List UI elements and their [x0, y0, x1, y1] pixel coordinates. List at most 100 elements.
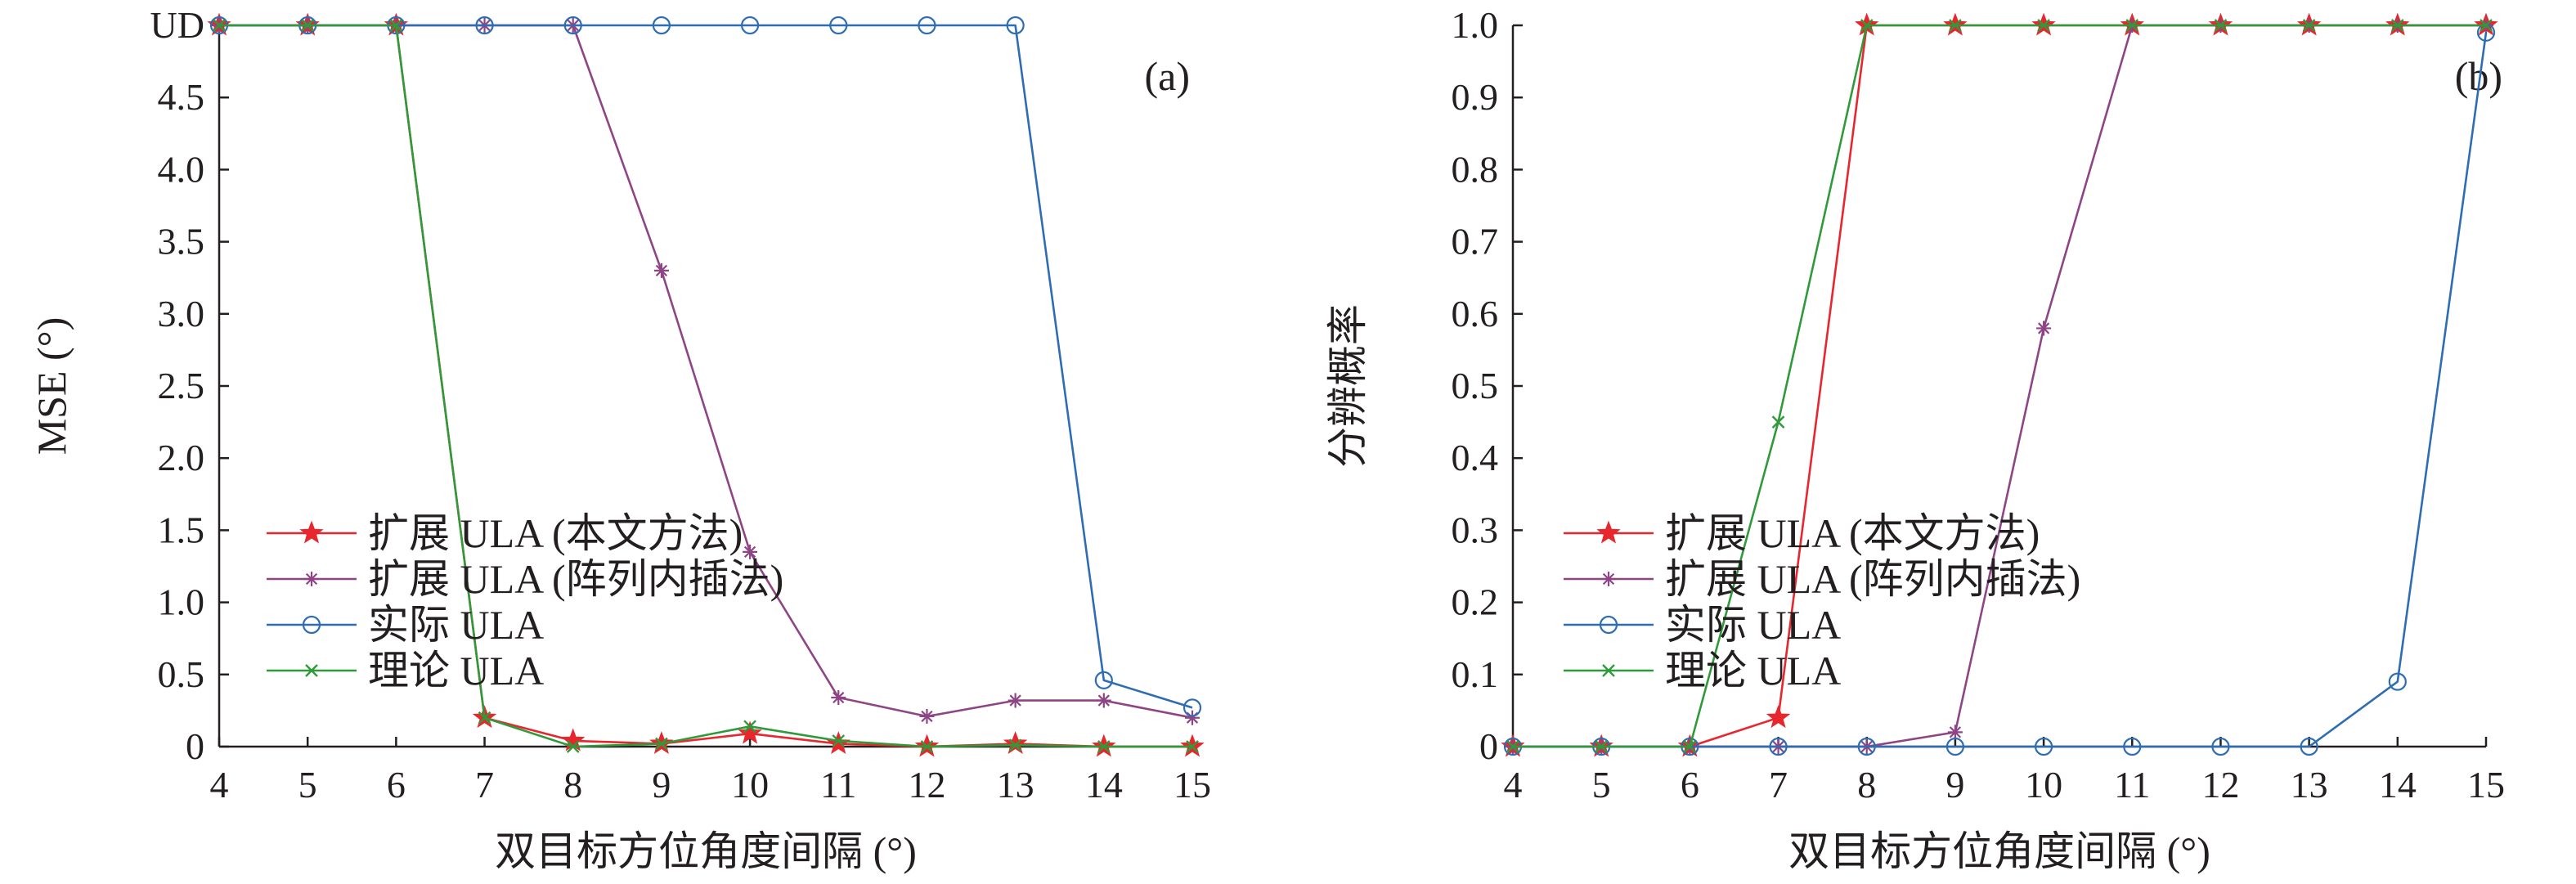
- legend-item: 扩展 ULA (阵列内插法): [1564, 556, 2080, 602]
- series-star: [207, 12, 1205, 757]
- data-point: [2390, 19, 2404, 32]
- series-x: [213, 19, 1199, 753]
- series-asterisk: [1506, 18, 2493, 754]
- data-point: [1506, 740, 1519, 753]
- data-point: [1766, 705, 1791, 729]
- data-point: [475, 16, 494, 35]
- data-point: [1006, 16, 1025, 35]
- data-point: [920, 740, 934, 753]
- x-tick-label: 5: [298, 764, 317, 805]
- y-tick-label: 0.7: [1452, 221, 1499, 263]
- legend-label: 理论 ULA: [368, 648, 544, 693]
- y-tick-label: UD: [150, 4, 204, 46]
- y-tick-label: 0.5: [1452, 365, 1499, 406]
- data-point: [1947, 725, 1963, 740]
- y-tick-label: 3.5: [158, 221, 205, 263]
- legend-item: 扩展 ULA (阵列内插法): [267, 556, 783, 602]
- legend-marker: [302, 615, 321, 635]
- legend-label: 实际 ULA: [368, 602, 544, 648]
- y-tick-label: 0.2: [1452, 581, 1499, 623]
- data-point: [1857, 737, 1876, 756]
- legend-marker: [305, 664, 318, 677]
- data-point: [1003, 731, 1028, 754]
- data-point: [301, 19, 315, 32]
- data-point: [826, 731, 850, 754]
- series-circle: [1503, 23, 2496, 756]
- legend-item: 扩展 ULA (本文方法): [267, 510, 743, 556]
- y-axis-title: MSE (°): [29, 317, 74, 455]
- y-tick-label: 0.4: [1452, 437, 1499, 478]
- panel-label: (a): [1145, 53, 1191, 99]
- data-point: [1096, 693, 1111, 708]
- x-tick-label: 14: [2379, 764, 2417, 805]
- series-line: [219, 24, 1193, 709]
- y-tick-label: 0.3: [1452, 509, 1499, 550]
- y-tick-label: 0: [1479, 725, 1498, 767]
- legend-item: 扩展 ULA (本文方法): [1564, 510, 2040, 556]
- x-tick-label: 12: [2201, 764, 2239, 805]
- series-line: [219, 24, 1192, 748]
- legend-label: 扩展 ULA (阵列内插法): [1665, 556, 2080, 602]
- x-tick-label: 9: [1945, 764, 1964, 805]
- y-tick-label: 1.5: [158, 509, 205, 550]
- x-tick-label: 11: [820, 764, 856, 805]
- legend-marker: [1596, 520, 1621, 544]
- legend-label: 扩展 ULA (阵列内插法): [368, 556, 783, 602]
- data-point: [1185, 710, 1200, 725]
- x-tick-label: 14: [1085, 764, 1123, 805]
- data-point: [1860, 19, 1874, 32]
- y-tick-label: 1.0: [158, 581, 205, 623]
- data-point: [2037, 19, 2050, 32]
- data-point: [213, 19, 226, 32]
- data-point: [655, 737, 668, 751]
- data-point: [1683, 740, 1697, 753]
- data-point: [1945, 737, 1965, 756]
- data-point: [1949, 19, 1962, 32]
- y-tick-label: 1.0: [1452, 4, 1499, 46]
- data-point: [740, 16, 760, 35]
- x-tick-label: 13: [2291, 764, 2328, 805]
- data-point: [2034, 737, 2053, 756]
- data-point: [2036, 321, 2052, 336]
- legend-marker: [1602, 664, 1615, 677]
- data-point: [919, 708, 935, 724]
- legend-item: 实际 ULA: [1564, 602, 1841, 648]
- x-tick-label: 11: [2114, 764, 2150, 805]
- x-tick-label: 6: [387, 764, 406, 805]
- legend-marker: [299, 520, 324, 544]
- y-tick-label: 0.8: [1452, 148, 1499, 190]
- data-point: [738, 720, 762, 744]
- data-point: [829, 16, 848, 35]
- data-point: [1769, 737, 1788, 756]
- series-circle: [209, 16, 1202, 717]
- x-tick-label: 8: [563, 764, 582, 805]
- x-tick-label: 8: [1857, 764, 1876, 805]
- series-line: [1513, 24, 2486, 748]
- data-point: [743, 544, 758, 559]
- x-tick-label: 6: [1681, 764, 1699, 805]
- data-point: [478, 711, 491, 725]
- y-tick-label: 3.0: [158, 293, 205, 334]
- legend-label: 扩展 ULA (本文方法): [1665, 510, 2040, 556]
- x-tick-label: 9: [652, 764, 671, 805]
- series-line: [1513, 24, 2486, 748]
- series-line: [219, 24, 1193, 719]
- panel-b: 0 0.1 0.2 0.3 0.4 0.5 0.6 0.7 0.8 0.9 1.0 4 5 6 7 8 9 10 1…: [1325, 4, 2505, 874]
- x-tick-label: 15: [2467, 764, 2505, 805]
- legend-label: 理论 ULA: [1665, 648, 1841, 693]
- data-point: [563, 16, 582, 35]
- data-point: [2388, 672, 2407, 691]
- legend-item: 理论 ULA: [267, 648, 544, 693]
- y-tick-label: 0.5: [158, 653, 205, 695]
- x-tick-label: 5: [1592, 764, 1611, 805]
- y-axis-title: 分辨概率: [1325, 304, 1371, 468]
- series-star: [1501, 12, 2498, 757]
- data-point: [743, 720, 756, 734]
- x-tick-label: 4: [1504, 764, 1523, 805]
- x-axis-title: 双目标方位角度间隔 (°): [1788, 828, 2210, 874]
- x-tick-label: 10: [2025, 764, 2062, 805]
- legend-marker: [304, 572, 319, 586]
- x-tick-label: 13: [997, 764, 1034, 805]
